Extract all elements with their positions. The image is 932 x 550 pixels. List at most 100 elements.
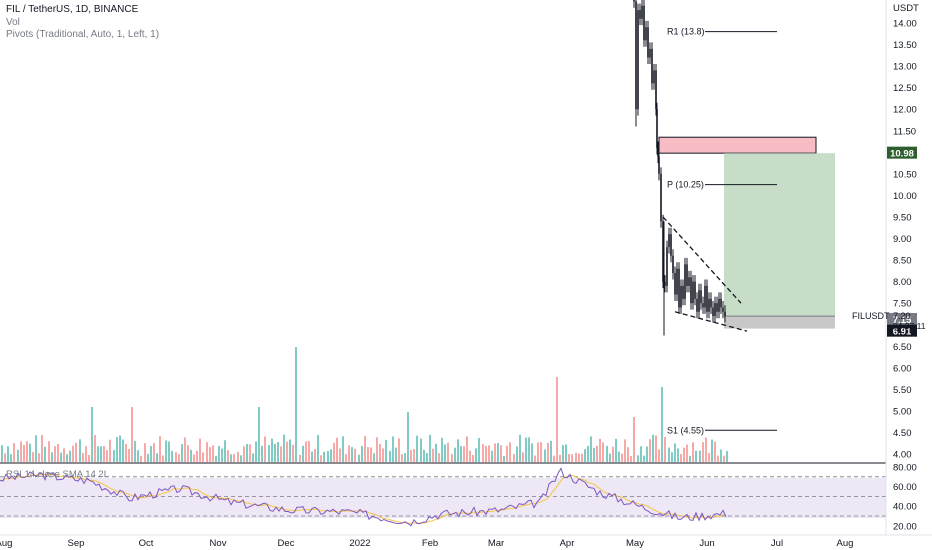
price-tick-label: 4.00 <box>893 450 912 461</box>
volume-bar <box>534 455 536 462</box>
volume-bar <box>82 453 84 462</box>
volume-bar <box>206 442 208 462</box>
position-zones <box>658 136 835 329</box>
volume-bar <box>128 448 130 462</box>
symbol-title[interactable]: FIL / TetherUS, 1D, BINANCE <box>6 4 139 15</box>
volume-bar <box>193 454 195 462</box>
volume-bar <box>649 439 651 462</box>
volume-bar <box>528 437 530 462</box>
price-pane[interactable]: R1 (13.8) P (10.25) S1 (4.55) <box>1 0 835 462</box>
rsi-axis[interactable]: 80.00 60.00 40.00 20.00 <box>893 463 917 533</box>
volume-bar <box>299 454 301 462</box>
volume-bar <box>695 450 697 462</box>
time-axis-label: Oct <box>139 538 154 549</box>
volume-bar <box>156 453 158 462</box>
volume-bar <box>562 445 564 462</box>
volume-bar <box>26 441 28 462</box>
volume-bar <box>212 445 214 462</box>
volume-bar <box>516 446 518 462</box>
volume-bar <box>646 446 648 462</box>
volume-bar <box>677 448 679 462</box>
volume-bar <box>621 453 623 462</box>
volume-bar <box>491 450 493 462</box>
volume-bar <box>134 440 136 462</box>
volume-bar <box>327 450 329 462</box>
candle-body <box>724 311 726 317</box>
volume-bar <box>336 437 338 462</box>
volume-bar <box>44 446 46 462</box>
volume-bar <box>680 453 682 462</box>
volume-bar <box>69 450 71 462</box>
price-axis[interactable]: USDT 14.0013.5013.0012.5012.0011.5011.00… <box>893 3 919 461</box>
volume-bar <box>451 454 453 462</box>
volume-bar <box>181 444 183 462</box>
pivots-legend[interactable]: Pivots (Traditional, Auto, 1, Left, 1) <box>6 29 160 40</box>
volume-legend[interactable]: Vol <box>6 16 20 28</box>
price-tick-label: 6.50 <box>893 342 912 353</box>
rsi-tick-label: 80.00 <box>893 463 917 474</box>
time-axis-label: Feb <box>422 538 438 549</box>
time-axis-label: Aug <box>0 538 12 549</box>
volume-bar <box>159 436 161 462</box>
volume-bar <box>525 437 527 462</box>
price-tick-label: 6.00 <box>893 363 912 374</box>
volume-bar <box>51 452 53 462</box>
volume-bar <box>389 450 391 462</box>
volume-bar <box>79 439 81 462</box>
stop-price-badge: 6.91 <box>893 327 912 338</box>
target-price-badge: 10.98 <box>890 149 914 160</box>
price-tick-label: 12.00 <box>893 105 917 116</box>
volume-bar <box>447 442 449 462</box>
volume-bar <box>482 444 484 462</box>
time-axis[interactable]: Aug Sep Oct Nov Dec 2022 Feb Mar Apr May Jun Jul Aug <box>0 538 853 549</box>
volume-bar <box>137 450 139 462</box>
rsi-line <box>0 467 727 527</box>
volume-bar <box>122 439 124 462</box>
candle-body <box>678 268 680 308</box>
volume-bar <box>109 439 111 462</box>
volume-bar <box>320 455 322 462</box>
volume-bar <box>615 438 617 462</box>
volume-bar <box>581 453 583 462</box>
volume-bar <box>333 442 335 462</box>
volume-bar <box>196 450 198 462</box>
candlestick-series <box>633 0 726 336</box>
volume-bar <box>705 437 707 462</box>
volume-bar <box>311 451 313 462</box>
rsi-pane[interactable] <box>0 467 886 527</box>
volume-bar <box>140 455 142 462</box>
volume-bar <box>711 439 713 462</box>
volume-bar <box>559 454 561 462</box>
rsi-legend[interactable]: RSI 14 close SMA 14 2L <box>6 469 109 480</box>
volume-bar <box>125 443 127 462</box>
volume-bar <box>376 437 378 462</box>
volume-bar <box>392 436 394 462</box>
volume-bar <box>373 453 375 462</box>
volume-bar <box>460 446 462 462</box>
volume-bar <box>274 444 276 462</box>
volume-bar <box>488 445 490 462</box>
volume-bar <box>609 453 611 462</box>
volume-bar <box>469 450 471 462</box>
volume-bar <box>401 454 403 462</box>
candle-body <box>686 264 688 286</box>
volume-bar <box>66 454 68 462</box>
volume-bar <box>113 450 115 462</box>
volume-bar <box>578 453 580 462</box>
volume-bar <box>221 448 223 462</box>
candle-body <box>688 277 690 286</box>
volume-bar <box>354 448 356 462</box>
candle-body <box>694 281 696 299</box>
volume-bar <box>202 452 204 462</box>
volume-bar <box>671 452 673 462</box>
volume-bar <box>48 441 50 462</box>
time-axis-label: Aug <box>837 538 854 549</box>
volume-bar <box>63 448 65 462</box>
price-tick-label: 13.50 <box>893 40 917 51</box>
volume-bar <box>531 443 533 462</box>
candle-body <box>664 281 666 286</box>
volume-bar <box>547 442 549 462</box>
volume-bar <box>568 454 570 462</box>
candle-body <box>635 1 637 110</box>
